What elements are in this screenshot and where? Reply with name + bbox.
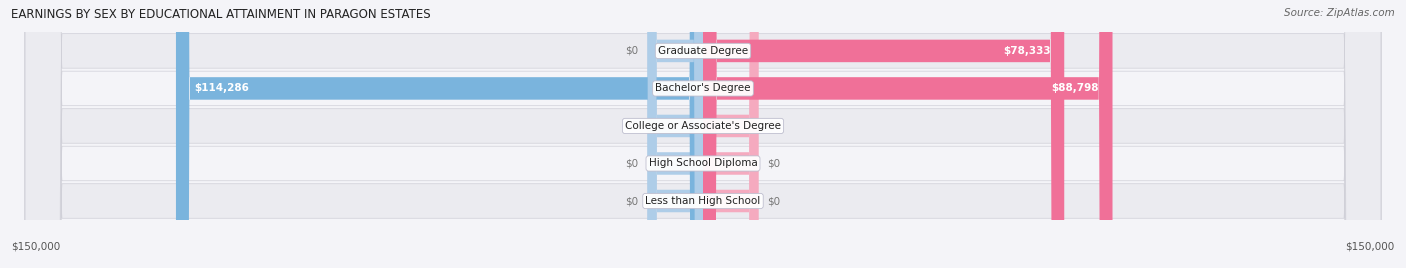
Text: $0: $0: [768, 196, 780, 206]
Text: $114,286: $114,286: [194, 83, 249, 94]
FancyBboxPatch shape: [648, 0, 703, 268]
Text: $0: $0: [768, 121, 780, 131]
FancyBboxPatch shape: [703, 0, 758, 268]
Text: College or Associate's Degree: College or Associate's Degree: [626, 121, 780, 131]
Text: $88,798: $88,798: [1052, 83, 1098, 94]
Text: Graduate Degree: Graduate Degree: [658, 46, 748, 56]
Text: Bachelor's Degree: Bachelor's Degree: [655, 83, 751, 94]
FancyBboxPatch shape: [703, 0, 1064, 268]
FancyBboxPatch shape: [648, 0, 703, 268]
FancyBboxPatch shape: [703, 0, 758, 268]
Text: Source: ZipAtlas.com: Source: ZipAtlas.com: [1284, 8, 1395, 18]
FancyBboxPatch shape: [703, 0, 1112, 268]
FancyBboxPatch shape: [25, 0, 1381, 268]
Text: High School Diploma: High School Diploma: [648, 158, 758, 169]
FancyBboxPatch shape: [648, 0, 703, 268]
Text: $0: $0: [626, 196, 638, 206]
Text: $0: $0: [626, 46, 638, 56]
FancyBboxPatch shape: [648, 0, 703, 268]
FancyBboxPatch shape: [703, 0, 758, 268]
Text: $150,000: $150,000: [11, 242, 60, 252]
Text: $0: $0: [626, 158, 638, 169]
Text: $0: $0: [626, 121, 638, 131]
FancyBboxPatch shape: [25, 0, 1381, 268]
FancyBboxPatch shape: [176, 0, 703, 268]
Text: EARNINGS BY SEX BY EDUCATIONAL ATTAINMENT IN PARAGON ESTATES: EARNINGS BY SEX BY EDUCATIONAL ATTAINMEN…: [11, 8, 430, 21]
FancyBboxPatch shape: [25, 0, 1381, 268]
FancyBboxPatch shape: [25, 0, 1381, 268]
Text: $78,333: $78,333: [1002, 46, 1050, 56]
FancyBboxPatch shape: [25, 0, 1381, 268]
Text: $0: $0: [768, 158, 780, 169]
Text: $150,000: $150,000: [1346, 242, 1395, 252]
Text: Less than High School: Less than High School: [645, 196, 761, 206]
